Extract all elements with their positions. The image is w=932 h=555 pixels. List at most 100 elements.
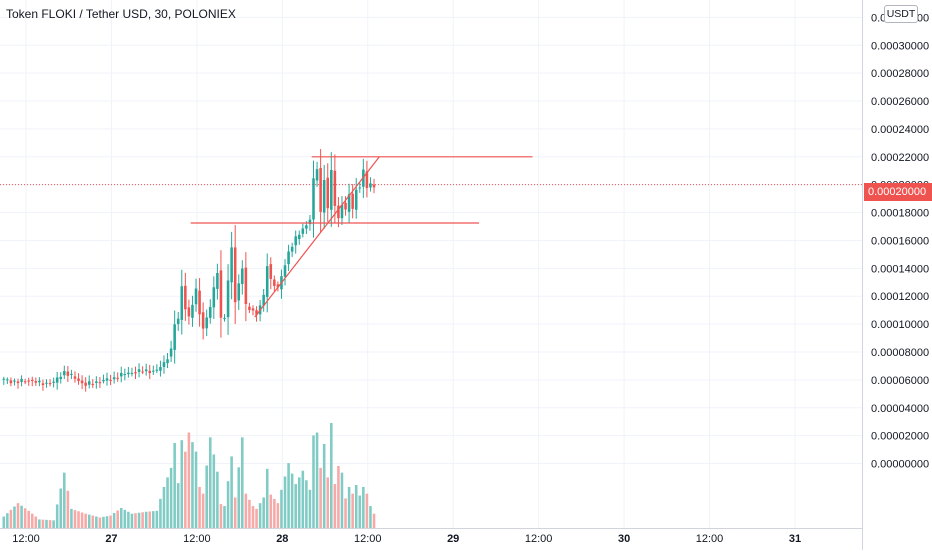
candle-body [351,193,354,209]
price-axis[interactable]: 0.000320000.000300000.000280000.00026000… [871,12,929,470]
volume-bar [66,490,70,528]
volume-bar [73,510,77,528]
time-tick-label: 12:00 [525,533,553,545]
candle-body [372,184,376,188]
volume-bar [63,472,66,528]
volume-bar [337,465,340,528]
volume-bar [116,510,119,528]
volume-bar [297,477,301,528]
price-tick-label: 0.00028000 [871,68,929,80]
candle-body [16,381,20,384]
volume-bar [166,477,169,528]
candle-body [155,369,159,371]
volume-bar [326,477,330,528]
volume-bar [159,498,162,528]
volume-bar [265,468,269,528]
volume-bar [358,495,362,528]
volume-bar [191,442,194,528]
volume-bar [127,511,130,528]
price-tick-label: 0.00016000 [871,235,929,247]
candle-body [287,251,290,265]
candle-body [208,307,212,318]
candle-body [30,379,34,382]
volume-bar [319,467,322,528]
candle-body [233,247,237,303]
price-tick-label: 0.00022000 [871,152,929,164]
candle-body [344,202,347,210]
candle-body [347,194,351,212]
volume-bar [91,515,95,528]
volume-bar [280,489,283,528]
candle-body [237,283,241,301]
volume-bars [2,423,376,528]
candle-body [41,383,45,386]
candle-body [301,228,305,234]
volume-bar [351,493,354,528]
candle-body [330,170,333,210]
volume-bar [27,510,30,528]
candle-body [166,359,169,364]
candle-body [194,288,198,305]
candle-body [315,169,319,181]
volume-bar [269,494,273,528]
candle-body [354,189,358,210]
volume-bar [162,486,166,528]
candle-body [322,180,326,213]
price-tick-label: 0.00026000 [871,96,929,108]
drawings[interactable] [190,156,533,318]
candle-body [141,371,144,373]
candle-body [305,225,308,229]
candle-body [176,318,180,325]
volume-bar [80,512,84,528]
volume-bar [9,509,13,528]
currency-badge[interactable]: USDT [884,5,918,23]
volume-bar [255,508,258,528]
candle-body [119,372,123,377]
candle-body [283,265,287,277]
candle-body [251,308,255,311]
ascending-support-line[interactable] [254,156,380,318]
time-tick-label: 30 [618,533,630,545]
candle-body [102,379,105,382]
time-axis[interactable]: 12:00 27 12:00 28 12:00 29 12:00 30 12:00 31 [12,533,801,545]
time-tick-label: 28 [276,533,288,545]
candle-body [333,170,337,206]
candle-body [294,236,297,246]
candle-body [52,381,55,383]
volume-bar [312,435,315,528]
candle-body [308,219,312,225]
volume-bar [155,510,159,528]
candle-body [13,380,16,382]
volume-bar [173,443,176,528]
volume-bar [198,486,201,528]
time-tick-label: 29 [447,533,459,545]
volume-bar [340,472,344,528]
candle-body [91,383,95,385]
volume-bar [77,511,80,528]
price-tick-label: 0.00000000 [871,459,929,471]
volume-bar [130,513,134,528]
candle-body [84,382,87,386]
price-tick-label: 0.00006000 [871,375,929,387]
time-tick-label: 12:00 [12,533,40,545]
volume-bar [187,432,191,528]
volume-bar [41,519,45,528]
volume-bar [102,516,105,528]
price-tick-label: 0.00012000 [871,291,929,303]
price-tick-label: 0.00002000 [871,431,929,443]
candle-body [127,372,130,375]
candle-body [184,285,187,310]
time-tick-label: 12:00 [696,533,724,545]
candle-body [112,377,116,380]
candle-body [173,324,176,350]
candle-body [148,370,152,374]
candle-body [55,377,59,383]
candle-body [66,371,70,376]
candle-body [358,187,362,189]
volume-bar [276,503,280,528]
candle-body [319,167,322,212]
volume-bar [308,489,312,528]
